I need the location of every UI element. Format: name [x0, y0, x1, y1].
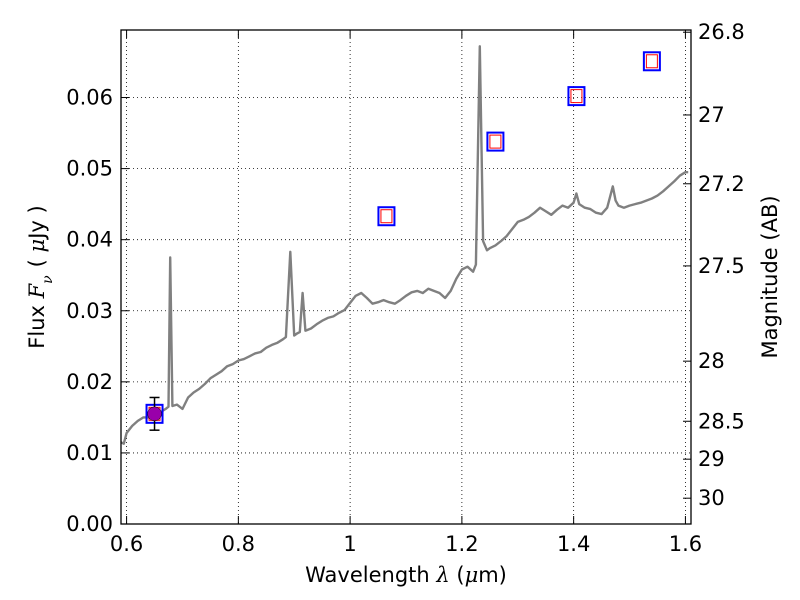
x-axis-label: Wavelength λ (μm): [305, 563, 507, 587]
x-tick-label: 1.4: [557, 532, 590, 556]
photometry-marker-inner: [645, 54, 658, 69]
right-y-tick-label: 28: [698, 349, 725, 373]
right-y-tick-label: 30: [698, 486, 725, 510]
photometry-marker-outer: [567, 86, 586, 107]
y-tick-label: 0.00: [66, 512, 113, 536]
plot-data: [121, 45, 689, 445]
y-tick-label: 0.03: [66, 299, 113, 323]
spectrum-line: [121, 45, 689, 445]
right-y-tick-label: 27: [698, 103, 725, 127]
y-tick-label: 0.02: [66, 370, 113, 394]
right-y-tick-label: 29: [698, 447, 725, 471]
y-tick-label: 0.05: [66, 157, 113, 181]
y-tick-label: 0.01: [66, 441, 113, 465]
y-axis-label: Flux Fν( μJy ): [25, 205, 56, 348]
photometry-marker-outer: [486, 131, 505, 152]
grid-lines: [121, 30, 691, 524]
right-y-tick-label: 27.2: [698, 172, 745, 196]
photometry-marker-inner: [380, 209, 393, 224]
right-y-tick-label: 28.5: [698, 409, 745, 433]
photometry-marker-inner: [489, 134, 502, 149]
photometry-marker-inner: [570, 89, 583, 104]
x-tick-label: 1.2: [445, 532, 478, 556]
photometry-marker-outer: [642, 51, 661, 72]
right-y-axis-label: Magnitude (AB): [758, 195, 782, 358]
x-tick-label: 1: [343, 532, 356, 556]
x-tick-label: 0.6: [110, 532, 143, 556]
right-y-tick-label: 26.8: [698, 20, 745, 44]
x-tick-label: 0.8: [222, 532, 255, 556]
photometry-marker-outer: [377, 206, 396, 227]
y-tick-label: 0.06: [66, 86, 113, 110]
axis-ticks: 0.6 0.8 1 1.2 1.4 1.6 0.00 0.01 0.02 0.03 0.04 0.05…: [66, 20, 745, 556]
measured-point-marker: [147, 406, 162, 422]
y-tick-label: 0.04: [66, 228, 113, 252]
x-tick-label: 1.6: [669, 532, 702, 556]
right-y-tick-label: 27.5: [698, 254, 745, 278]
plot-frame: [120, 29, 692, 525]
